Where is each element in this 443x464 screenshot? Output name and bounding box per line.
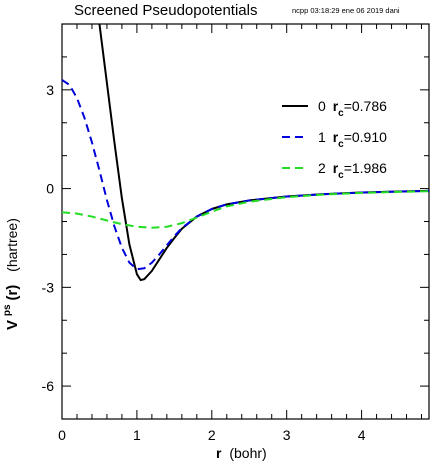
legend: 0 rc=0.786 1 rc=0.910 2 rc=1.986 [282, 98, 387, 181]
series-line-0 [98, 24, 429, 282]
legend-label-2: 2 rc=1.986 [318, 160, 387, 181]
y-tick-label-3: -6 [42, 378, 55, 394]
x-axis-label-main: r [216, 445, 222, 461]
x-tick-labels: 0 1 2 3 4 [58, 427, 366, 443]
y-tick-label-0: 3 [46, 82, 54, 98]
y-tick-label-2: -3 [42, 279, 55, 295]
x-tick-label-2: 2 [208, 427, 216, 443]
series-layer [62, 24, 429, 282]
y-axis-label-main: V [4, 320, 21, 330]
x-tick-label-3: 3 [283, 427, 291, 443]
y-axis-label-arg: (r) [4, 285, 21, 301]
chart-title: Screened Pseudopotentials [74, 2, 257, 19]
legend-label-0: 0 rc=0.786 [318, 98, 387, 119]
y-tick-label-1: 0 [46, 181, 54, 197]
y-tick-labels: 3 0 -3 -6 [42, 82, 55, 394]
x-axis-label-unit: (bohr) [229, 445, 266, 461]
chart-subtitle: ncpp 03:18:29 ene 06 2019 dani [292, 6, 400, 15]
y-axis-label-sup: ps [2, 304, 13, 316]
plot-frame [61, 23, 430, 420]
x-tick-label-0: 0 [58, 427, 66, 443]
legend-label-1: 1 rc=0.910 [318, 129, 387, 150]
x-axis-label: r (bohr) [216, 445, 267, 461]
x-tick-label-1: 1 [133, 427, 141, 443]
x-tick-label-4: 4 [358, 427, 366, 443]
y-axis-label-unit: (hartree) [4, 218, 20, 272]
axis-ticks [61, 23, 429, 420]
series-line-2 [62, 190, 429, 229]
y-axis-label: V ps (r) (hartree) [0, 218, 21, 330]
